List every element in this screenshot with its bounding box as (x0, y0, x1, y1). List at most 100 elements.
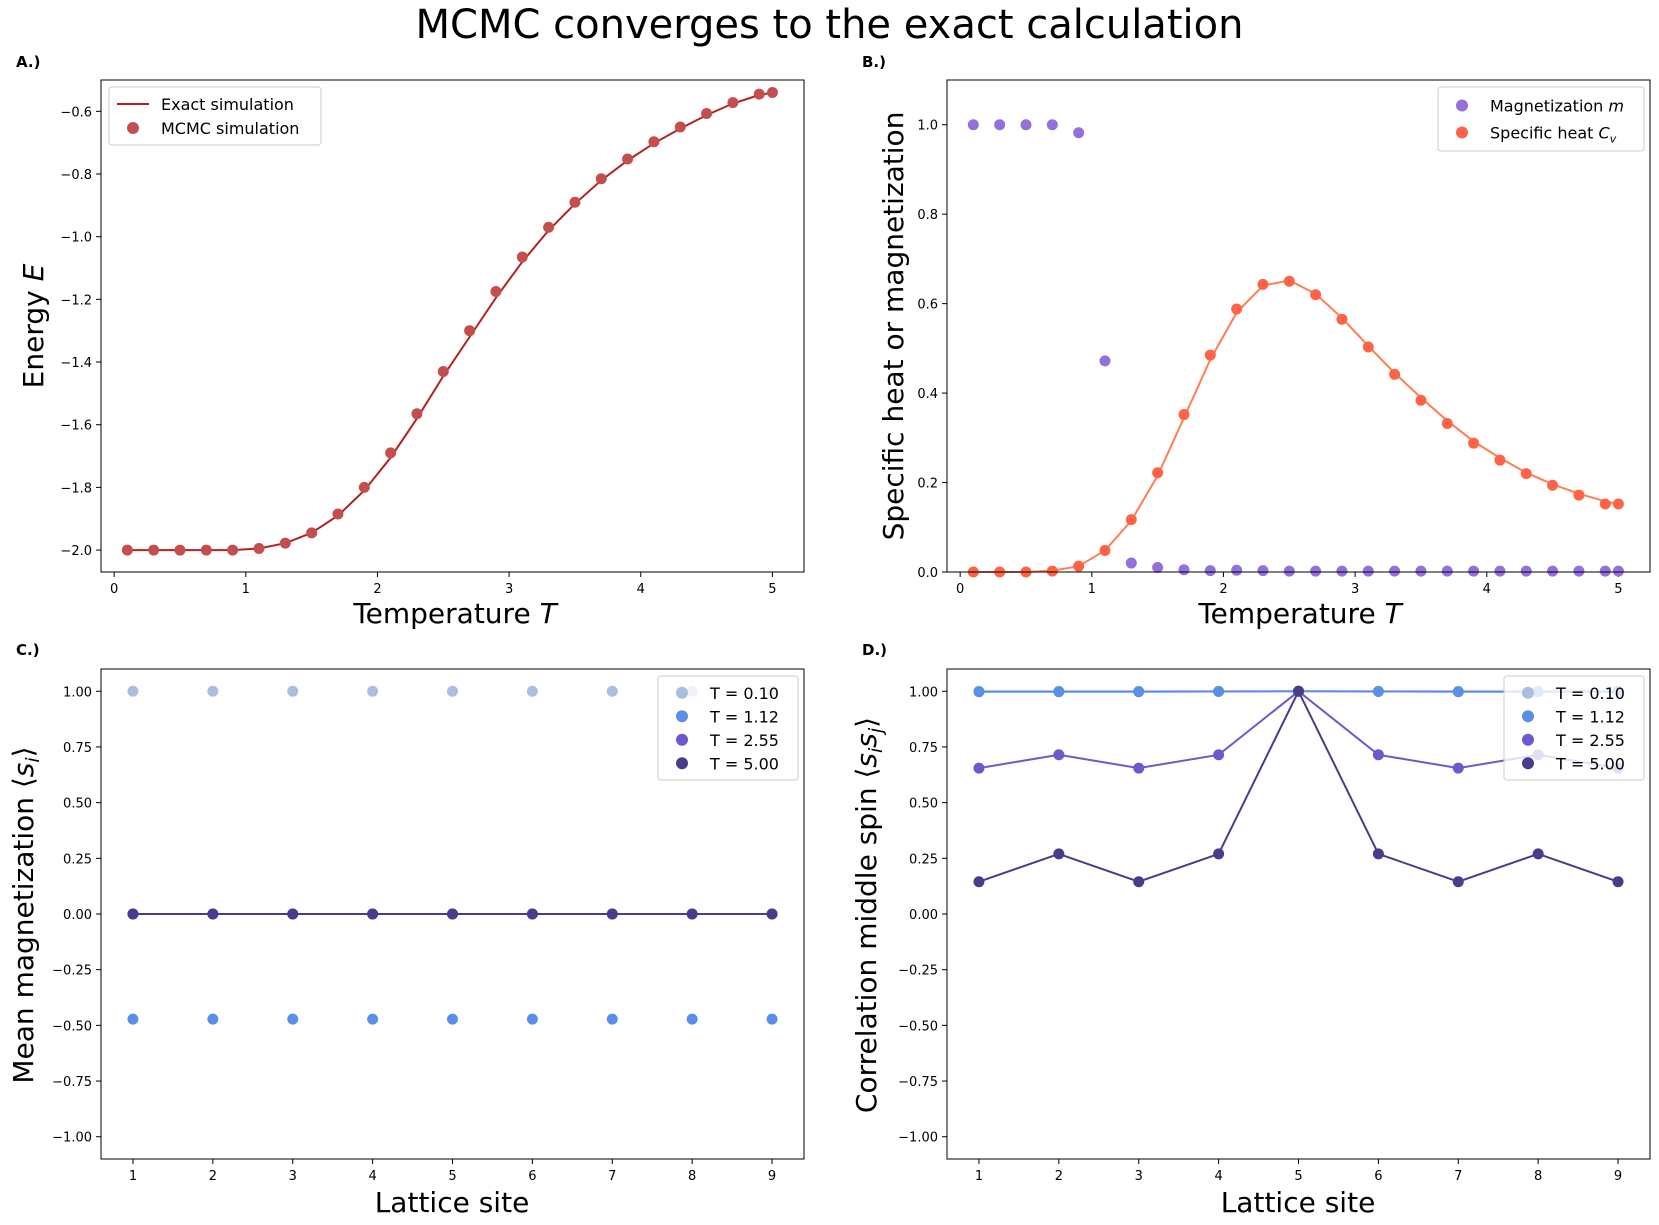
series-line (127, 91, 773, 552)
data-point (385, 447, 397, 459)
data-point (121, 544, 133, 556)
y-tick-label: −0.6 (60, 105, 92, 120)
y-tick-label: 0.75 (909, 741, 938, 756)
data-point (1046, 565, 1058, 577)
x-tick-label: 8 (688, 1169, 696, 1184)
legend-box (1437, 86, 1645, 152)
data-point (1133, 686, 1145, 698)
legend-box (1503, 675, 1645, 781)
data-point (1547, 479, 1559, 491)
x-tick-label: 1 (242, 582, 250, 597)
x-tick-label: 4 (1483, 582, 1491, 597)
y-tick-label: 1.00 (63, 685, 92, 700)
data-point (622, 153, 634, 165)
x-tick-label: 2 (1055, 1169, 1063, 1184)
data-point (674, 121, 686, 133)
data-point (753, 88, 765, 100)
panel-label-a: A.) (16, 53, 40, 71)
x-tick-label: 3 (289, 1169, 297, 1184)
data-point (1053, 749, 1065, 761)
data-point (973, 762, 985, 774)
x-tick-label: 6 (1374, 1169, 1382, 1184)
data-point (1468, 437, 1480, 449)
y-tick-label: 0.75 (63, 741, 92, 756)
legend-label: T = 1.12 (1555, 707, 1625, 726)
y-tick-label: −1.8 (60, 481, 92, 496)
data-point (994, 119, 1006, 131)
legend-marker-swatch (676, 733, 688, 746)
data-point (648, 136, 660, 148)
data-point (1099, 545, 1111, 557)
data-point (1468, 565, 1480, 577)
panel-a-energy: 0 1 2 3 4 5 −2.0 −1.8 −1.6 −1.4 −1.2 −1.0 −0.8 −0.6 Ex… (60, 79, 805, 597)
figure-title: MCMC converges to the exact calculation (415, 2, 1244, 48)
data-point (1520, 468, 1532, 480)
data-point (1372, 749, 1384, 761)
data-point (1231, 564, 1243, 576)
legend-label: T = 0.10 (1555, 684, 1625, 703)
data-point (1053, 848, 1065, 860)
y-tick-label: −0.8 (60, 168, 92, 183)
data-point (526, 685, 538, 697)
data-point (227, 544, 239, 556)
y-tick-label: −0.25 (52, 964, 92, 979)
data-point (1441, 418, 1453, 430)
y-tick-label: −1.0 (60, 231, 92, 246)
data-point (1362, 341, 1374, 353)
legend: Magnetization m Specific heat Cv (1437, 86, 1645, 152)
data-point (253, 542, 265, 554)
series-line (973, 279, 1619, 573)
data-point (1573, 489, 1585, 501)
x-tick-label: 4 (1214, 1169, 1222, 1184)
data-point (1494, 565, 1506, 577)
y-tick-label: −2.0 (60, 544, 92, 559)
panel-label-d: D.) (862, 641, 887, 659)
data-point (207, 685, 219, 697)
x-tick-label: 3 (505, 582, 513, 597)
y-tick-label: −0.50 (52, 1019, 92, 1034)
x-tick-label: 2 (209, 1169, 217, 1184)
x-tick-label: 6 (528, 1169, 536, 1184)
legend-label: T = 2.55 (1555, 731, 1625, 750)
data-point (1213, 848, 1225, 860)
data-point (1125, 557, 1137, 569)
data-point (207, 908, 219, 920)
legend-marker-swatch (676, 710, 688, 723)
data-point (279, 537, 291, 549)
y-tick-label: −0.25 (898, 964, 938, 979)
data-point (287, 908, 299, 920)
x-tick-label: 1 (975, 1169, 983, 1184)
data-point (967, 119, 979, 131)
data-point (1020, 119, 1032, 131)
data-point (1099, 355, 1111, 367)
data-point (1231, 303, 1243, 315)
panel-a-ylabel: Energy E (17, 263, 50, 388)
panel-label-b: B.) (862, 53, 886, 71)
x-tick-label: 8 (1534, 1169, 1542, 1184)
data-point (1547, 565, 1559, 577)
legend-label: Specific heat Cv (1490, 124, 1617, 146)
data-point (1336, 313, 1348, 325)
data-point (1213, 685, 1225, 697)
data-point (686, 908, 698, 920)
legend-marker-swatch (1456, 99, 1468, 112)
y-tick-label: 0.50 (63, 797, 92, 812)
data-point (516, 251, 528, 263)
legend-marker-swatch (1522, 710, 1534, 723)
data-point (174, 544, 186, 556)
data-point (1053, 686, 1065, 698)
data-point (569, 196, 581, 208)
y-tick-label: −0.75 (52, 1075, 92, 1090)
legend-marker-swatch (676, 686, 688, 699)
legend-marker-swatch (1522, 686, 1534, 699)
panel-d-ylabel: Correlation middle spin ⟨sisj⟩ (850, 717, 887, 1113)
x-tick-label: 5 (448, 1169, 456, 1184)
data-point (1046, 119, 1058, 131)
x-tick-label: 7 (1454, 1169, 1462, 1184)
legend-label: MCMC simulation (161, 119, 299, 138)
legend: T = 0.10 T = 1.12 T = 2.55 T = 5.00 (1503, 675, 1645, 781)
data-point (1204, 565, 1216, 577)
data-point (1612, 498, 1624, 510)
data-point (1452, 762, 1464, 774)
